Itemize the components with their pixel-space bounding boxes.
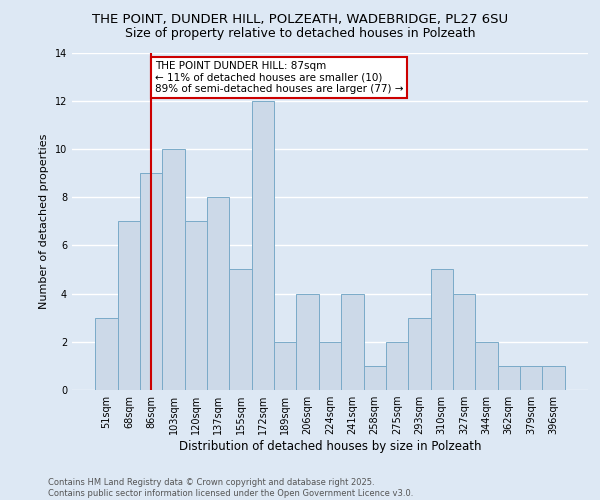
Bar <box>296 294 319 390</box>
Text: THE POINT, DUNDER HILL, POLZEATH, WADEBRIDGE, PL27 6SU: THE POINT, DUNDER HILL, POLZEATH, WADEBR… <box>92 12 508 26</box>
Bar <box>386 342 408 390</box>
Text: Size of property relative to detached houses in Polzeath: Size of property relative to detached ho… <box>125 28 475 40</box>
Bar <box>542 366 565 390</box>
Bar <box>185 222 207 390</box>
Bar <box>341 294 364 390</box>
Y-axis label: Number of detached properties: Number of detached properties <box>39 134 49 309</box>
Bar <box>520 366 542 390</box>
Bar <box>118 222 140 390</box>
Bar <box>140 173 163 390</box>
Bar <box>497 366 520 390</box>
Bar <box>431 270 453 390</box>
Bar <box>274 342 296 390</box>
X-axis label: Distribution of detached houses by size in Polzeath: Distribution of detached houses by size … <box>179 440 481 453</box>
Bar <box>364 366 386 390</box>
Text: Contains HM Land Registry data © Crown copyright and database right 2025.
Contai: Contains HM Land Registry data © Crown c… <box>48 478 413 498</box>
Text: THE POINT DUNDER HILL: 87sqm
← 11% of detached houses are smaller (10)
89% of se: THE POINT DUNDER HILL: 87sqm ← 11% of de… <box>155 61 403 94</box>
Bar <box>475 342 497 390</box>
Bar <box>229 270 252 390</box>
Bar <box>408 318 431 390</box>
Bar <box>207 197 229 390</box>
Bar <box>95 318 118 390</box>
Bar <box>453 294 475 390</box>
Bar <box>163 149 185 390</box>
Bar <box>252 100 274 390</box>
Bar <box>319 342 341 390</box>
